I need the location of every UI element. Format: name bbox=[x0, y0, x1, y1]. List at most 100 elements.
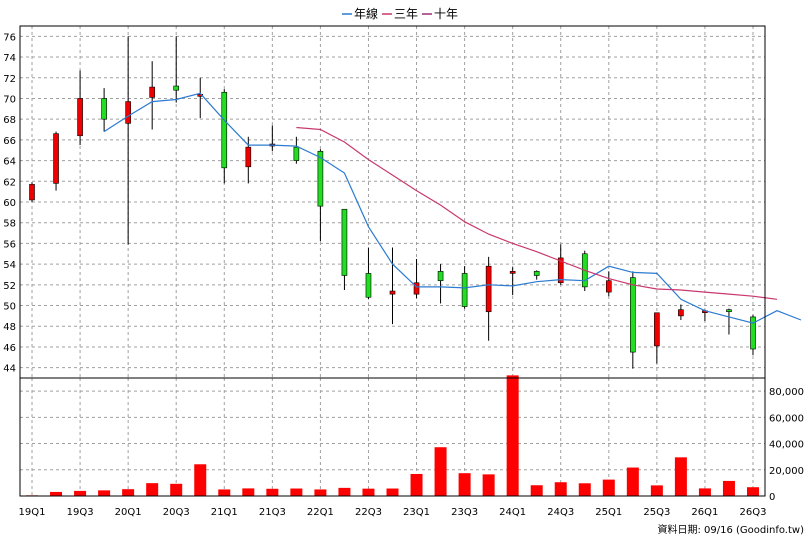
candlestick bbox=[630, 271, 636, 369]
volume-bar bbox=[554, 482, 567, 496]
volume-bar bbox=[218, 489, 231, 496]
volume-bar bbox=[746, 487, 759, 496]
volume-tick-label: 60,000 bbox=[769, 413, 804, 424]
price-tick-label: 64 bbox=[3, 157, 16, 168]
x-tick-label: 25Q3 bbox=[643, 507, 670, 518]
candlestick bbox=[557, 244, 564, 285]
candlestick bbox=[101, 88, 107, 132]
volume-bar bbox=[50, 491, 63, 496]
candlestick bbox=[509, 267, 516, 296]
candlestick bbox=[654, 312, 660, 364]
x-tick-label: 21Q3 bbox=[259, 507, 286, 518]
candlestick bbox=[413, 258, 420, 299]
x-tick-label: 24Q1 bbox=[499, 507, 526, 518]
price-tick-label: 44 bbox=[3, 364, 16, 375]
x-tick-label: 22Q1 bbox=[307, 507, 334, 518]
candlestick bbox=[221, 89, 228, 184]
candle-body bbox=[750, 316, 756, 350]
candle-body bbox=[389, 290, 396, 295]
volume-bar bbox=[170, 483, 183, 496]
price-grid bbox=[20, 26, 765, 378]
x-tick-label: 23Q3 bbox=[451, 507, 478, 518]
candle-body bbox=[605, 280, 612, 293]
volume-bar bbox=[122, 489, 135, 496]
volume-bar bbox=[578, 483, 591, 496]
candlestick bbox=[341, 208, 348, 290]
volume-bar bbox=[650, 485, 663, 496]
price-tick-label: 46 bbox=[3, 343, 16, 354]
x-tick-label: 26Q3 bbox=[739, 507, 766, 518]
candlestick bbox=[293, 136, 300, 164]
candle-body bbox=[77, 98, 83, 137]
x-tick-label: 19Q1 bbox=[19, 507, 46, 518]
footer-source-date: 資料日期: 09/16 (Goodinfo.tw) bbox=[657, 523, 804, 536]
volume-bar bbox=[698, 488, 711, 496]
ma-line-1 bbox=[103, 92, 802, 324]
x-tick-label: 20Q1 bbox=[115, 507, 142, 518]
price-tick-label: 60 bbox=[3, 198, 16, 209]
candle-body bbox=[533, 271, 540, 276]
candle-body bbox=[317, 150, 324, 207]
candlestick bbox=[389, 247, 396, 325]
candle-body bbox=[485, 265, 492, 313]
candle-body bbox=[630, 277, 636, 353]
volume-grid bbox=[20, 378, 765, 496]
volume-tick-label: 0 bbox=[769, 492, 775, 503]
volume-bar bbox=[314, 489, 327, 496]
price-tick-label: 76 bbox=[3, 32, 16, 43]
candle-body bbox=[341, 208, 348, 276]
candlestick bbox=[53, 131, 59, 191]
volume-bar bbox=[362, 488, 375, 496]
price-tick-label: 48 bbox=[3, 322, 16, 333]
volume-bar bbox=[626, 467, 639, 496]
candlestick bbox=[269, 125, 276, 152]
volume-bar bbox=[74, 490, 87, 496]
candlesticks bbox=[29, 36, 756, 369]
axes: 44 46 48 50 52 54 56 58 60 62 64 66 68 70 72 74 76 0 20,00… bbox=[3, 32, 804, 518]
volume-bar bbox=[530, 485, 543, 496]
volume-bar bbox=[458, 473, 471, 496]
volume-bar bbox=[482, 474, 495, 496]
x-tick-label: 20Q3 bbox=[163, 507, 190, 518]
candle-body bbox=[173, 85, 180, 91]
price-tick-label: 68 bbox=[3, 115, 16, 126]
candle-body bbox=[437, 271, 444, 281]
volume-bar bbox=[506, 375, 519, 496]
volume-bar bbox=[338, 487, 351, 496]
volume-bar bbox=[290, 488, 303, 496]
volume-bar bbox=[602, 479, 615, 496]
price-tick-label: 58 bbox=[3, 219, 16, 230]
price-tick-label: 72 bbox=[3, 74, 16, 85]
volume-bar bbox=[674, 457, 687, 496]
volume-bar bbox=[242, 488, 255, 496]
candlestick bbox=[678, 304, 684, 321]
candlestick bbox=[149, 61, 155, 130]
candle-body bbox=[29, 184, 35, 201]
volume-bar bbox=[194, 464, 207, 496]
candle-body bbox=[221, 91, 228, 169]
volume-tick-label: 80,000 bbox=[769, 387, 804, 398]
legend-label: 三年 bbox=[394, 7, 418, 21]
ma-line-2 bbox=[296, 126, 778, 300]
candle-body bbox=[101, 98, 107, 120]
candlestick bbox=[125, 36, 131, 245]
candle-body bbox=[293, 146, 300, 161]
candlestick bbox=[197, 77, 204, 119]
candle-body bbox=[726, 309, 732, 312]
moving-average-lines bbox=[103, 92, 802, 324]
volume-bar bbox=[410, 473, 423, 496]
volume-bar bbox=[434, 447, 447, 496]
candle-body bbox=[365, 273, 372, 298]
candle-body bbox=[245, 146, 252, 168]
candle-body bbox=[557, 257, 564, 284]
candlestick bbox=[173, 36, 180, 103]
candlestick bbox=[750, 314, 756, 356]
candlestick bbox=[726, 308, 732, 335]
volume-tick-label: 20,000 bbox=[769, 466, 804, 477]
candle-body bbox=[125, 101, 131, 124]
candle-body bbox=[654, 312, 660, 347]
volume-tick-label: 40,000 bbox=[769, 440, 804, 451]
candle-body bbox=[509, 271, 516, 274]
volume-bar bbox=[386, 488, 399, 496]
x-tick-label: 19Q3 bbox=[67, 507, 94, 518]
